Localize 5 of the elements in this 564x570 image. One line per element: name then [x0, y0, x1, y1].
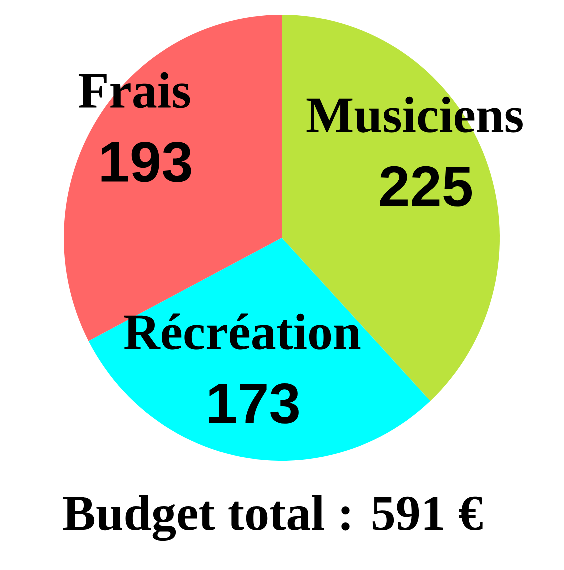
text: Budget total : 591 €	[63, 495, 483, 542]
data-label: 173	[209, 383, 299, 424]
slice-label: Récréation	[124, 314, 361, 350]
data-label: 193	[102, 142, 192, 182]
data-label: 225	[380, 166, 472, 207]
